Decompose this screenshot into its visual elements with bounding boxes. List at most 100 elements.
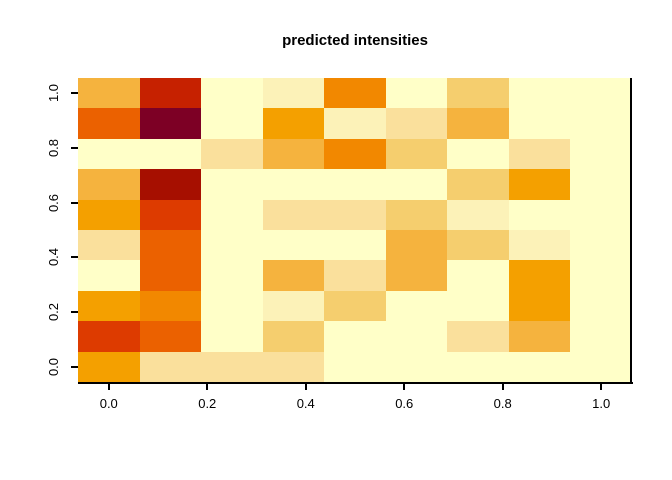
heatmap-cell — [78, 199, 140, 230]
heatmap-cell — [447, 260, 509, 291]
heatmap-cell — [78, 229, 140, 261]
heatmap-cell — [508, 199, 571, 230]
y-tick-label: 0.4 — [46, 248, 61, 267]
heatmap-cell — [324, 199, 386, 230]
heatmap-cell — [78, 290, 140, 322]
x-tick-label: 0.0 — [99, 396, 118, 411]
heatmap-cell — [385, 199, 448, 230]
heatmap-cell — [262, 260, 325, 291]
heatmap-cell — [78, 351, 140, 382]
heatmap-cell — [570, 108, 632, 139]
y-tick — [71, 146, 78, 149]
heatmap-cell — [447, 351, 509, 382]
heatmap-cell — [324, 351, 386, 382]
heatmap-cell — [385, 321, 448, 352]
heatmap-cell — [201, 138, 263, 170]
heatmap-cell — [570, 199, 632, 230]
heatmap-cell — [508, 169, 571, 200]
heatmap-cell — [324, 169, 386, 200]
x-tick — [304, 384, 307, 390]
heatmap-cell — [201, 108, 263, 139]
heatmap-cell — [201, 199, 263, 230]
x-axis-line — [78, 382, 633, 384]
y-tick-label: 0.8 — [46, 138, 61, 157]
heatmap-grid — [78, 78, 632, 382]
heatmap-cell — [324, 290, 386, 322]
heatmap-cell — [324, 229, 386, 261]
x-tick-label: 0.6 — [395, 396, 414, 411]
heatmap-cell — [262, 138, 325, 170]
heatmap-cell — [262, 78, 325, 109]
heatmap-cell — [447, 290, 509, 322]
heatmap-cell — [570, 169, 632, 200]
heatmap-cell — [385, 290, 448, 322]
heatmap-cell — [139, 108, 202, 139]
heatmap-cell — [262, 351, 325, 382]
heatmap-cell — [570, 260, 632, 291]
heatmap-cell — [139, 138, 202, 170]
heatmap-cell — [78, 321, 140, 352]
x-tick — [600, 384, 603, 390]
heatmap-cell — [139, 321, 202, 352]
heatmap-cell — [262, 199, 325, 230]
heatmap-cell — [139, 260, 202, 291]
heatmap-cell — [139, 199, 202, 230]
heatmap-cell — [78, 260, 140, 291]
heatmap-cell — [262, 321, 325, 352]
heatmap-cell — [570, 321, 632, 352]
heatmap-cell — [570, 138, 632, 170]
y-tick — [71, 201, 78, 204]
heatmap-cell — [324, 321, 386, 352]
x-tick-label: 1.0 — [592, 396, 611, 411]
heatmap-cell — [570, 78, 632, 109]
heatmap-cell — [201, 351, 263, 382]
x-tick-label: 0.2 — [198, 396, 217, 411]
heatmap-cell — [508, 351, 571, 382]
y-tick — [71, 256, 78, 259]
heatmap-cell — [385, 351, 448, 382]
heatmap-cell — [508, 78, 571, 109]
y-tick-label: 0.2 — [46, 303, 61, 322]
heatmap-cell — [262, 169, 325, 200]
y-tick-label: 0.0 — [46, 357, 61, 376]
x-tick — [501, 384, 504, 390]
heatmap-cell — [324, 138, 386, 170]
heatmap-cell — [570, 229, 632, 261]
x-tick — [206, 384, 209, 390]
right-border-line — [630, 78, 632, 384]
y-tick — [71, 311, 78, 314]
heatmap-cell — [385, 260, 448, 291]
heatmap-cell — [324, 260, 386, 291]
heatmap-cell — [385, 138, 448, 170]
heatmap-cell — [139, 169, 202, 200]
heatmap-cell — [201, 260, 263, 291]
heatmap-cell — [508, 260, 571, 291]
heatmap-cell — [508, 321, 571, 352]
x-tick-label: 0.4 — [296, 396, 315, 411]
heatmap-cell — [385, 108, 448, 139]
heatmap-cell — [139, 78, 202, 109]
y-tick-label: 1.0 — [46, 84, 61, 103]
plot-title: predicted intensities — [282, 32, 428, 49]
heatmap-cell — [139, 290, 202, 322]
x-tick-label: 0.8 — [493, 396, 512, 411]
heatmap-cell — [139, 229, 202, 261]
heatmap-cell — [262, 108, 325, 139]
heatmap-cell — [508, 229, 571, 261]
heatmap-cell — [201, 229, 263, 261]
heatmap-cell — [447, 321, 509, 352]
heatmap-cell — [570, 290, 632, 322]
heatmap-cell — [447, 229, 509, 261]
heatmap-cell — [139, 351, 202, 382]
heatmap-cell — [78, 138, 140, 170]
heatmap-cell — [262, 229, 325, 261]
heatmap-cell — [201, 290, 263, 322]
y-tick — [71, 92, 78, 95]
heatmap-cell — [385, 78, 448, 109]
heatmap-cell — [262, 290, 325, 322]
heatmap-cell — [78, 169, 140, 200]
heatmap-cell — [201, 78, 263, 109]
heatmap-cell — [385, 169, 448, 200]
heatmap-cell — [508, 290, 571, 322]
x-tick — [107, 384, 110, 390]
